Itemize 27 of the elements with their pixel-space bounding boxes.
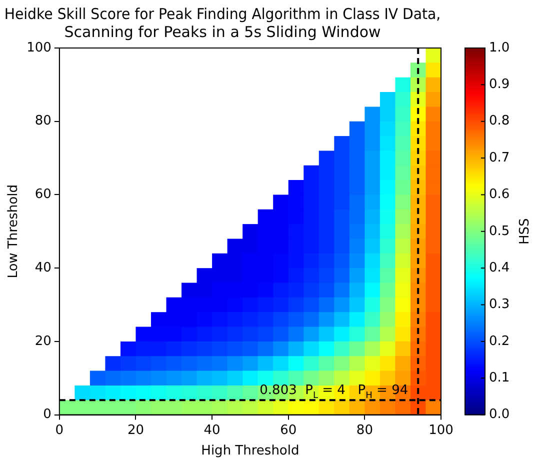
chart-title: Heidke Skill Score for Peak Finding Algorithm in Class IV Data, Scanning for Peaks in a 5s Sliding Window — [4, 6, 441, 41]
color-bar-label: 0.5 — [489, 224, 510, 239]
color-bar-label: 1.0 — [489, 40, 510, 56]
x-tick-label: 40 — [204, 422, 220, 438]
y-tick-label: 60 — [34, 187, 52, 202]
y-tick-label: 0 — [43, 407, 52, 422]
color-bar-label: 0.0 — [489, 407, 510, 422]
color-bar-label: 0.3 — [489, 297, 510, 312]
color-bar-label: 0.8 — [489, 114, 510, 129]
x-tick-label: 100 — [428, 422, 454, 438]
x-axis-title: High Threshold — [201, 444, 300, 459]
x-tick-label: 20 — [127, 422, 144, 438]
y-tick-label: 40 — [34, 260, 52, 276]
y-tick-label: 80 — [34, 114, 52, 129]
x-tick-label: 60 — [280, 422, 297, 438]
color-bar-label: 0.4 — [489, 260, 510, 276]
x-tick-label: 0 — [55, 422, 64, 438]
color-bar-title: HSS — [517, 218, 532, 245]
color-bar-label: 0.7 — [489, 150, 510, 166]
color-bar-label: 0.9 — [489, 77, 510, 92]
color-bar-label: 0.6 — [489, 187, 510, 202]
y-tick-label: 20 — [34, 334, 52, 349]
color-bar-label: 0.2 — [489, 334, 510, 349]
y-tick-label: 100 — [26, 40, 52, 56]
y-axis-title: Low Threshold — [6, 184, 22, 278]
color-bar-label: 0.1 — [489, 370, 510, 386]
x-tick-label: 80 — [356, 422, 373, 438]
